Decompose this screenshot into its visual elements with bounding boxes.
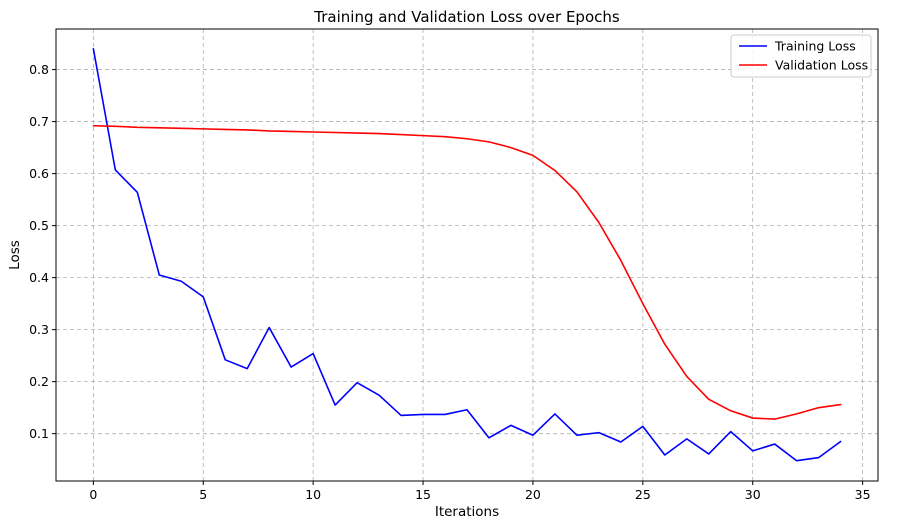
x-tick-label: 5 <box>199 487 207 502</box>
y-tick-label: 0.6 <box>29 166 49 181</box>
axis-ticks: 0 5 10 15 20 25 30 35 0.1 0.2 0.3 0.4 0.5 0.6 0.7 0.8 <box>29 62 870 502</box>
chart-title: Training and Validation Loss over Epochs <box>313 8 620 26</box>
x-tick-label: 15 <box>415 487 431 502</box>
legend: Training Loss Validation Loss <box>730 34 872 78</box>
y-axis-title: Loss <box>7 240 23 270</box>
x-tick-label: 25 <box>635 487 651 502</box>
x-axis-title: Iterations <box>435 504 499 520</box>
x-tick-label: 35 <box>855 487 871 502</box>
y-tick-label: 0.7 <box>29 114 49 129</box>
legend-label-validation-loss: Validation Loss <box>775 58 868 73</box>
y-tick-label: 0.2 <box>29 374 49 389</box>
grid-lines <box>56 29 878 481</box>
y-tick-label: 0.1 <box>29 426 49 441</box>
y-tick-label: 0.8 <box>29 62 49 77</box>
y-tick-label: 0.3 <box>29 322 49 337</box>
x-tick-label: 0 <box>89 487 97 502</box>
series-lines <box>92 47 842 462</box>
plot-area-frame <box>55 28 879 482</box>
series-line-validation-loss <box>92 124 842 420</box>
y-tick-label: 0.4 <box>29 270 49 285</box>
x-tick-label: 30 <box>745 487 761 502</box>
legend-label-training-loss: Training Loss <box>774 39 856 54</box>
y-tick-label: 0.5 <box>29 218 49 233</box>
series-line-training-loss <box>92 47 842 462</box>
x-tick-label: 10 <box>305 487 321 502</box>
x-tick-label: 20 <box>525 487 541 502</box>
